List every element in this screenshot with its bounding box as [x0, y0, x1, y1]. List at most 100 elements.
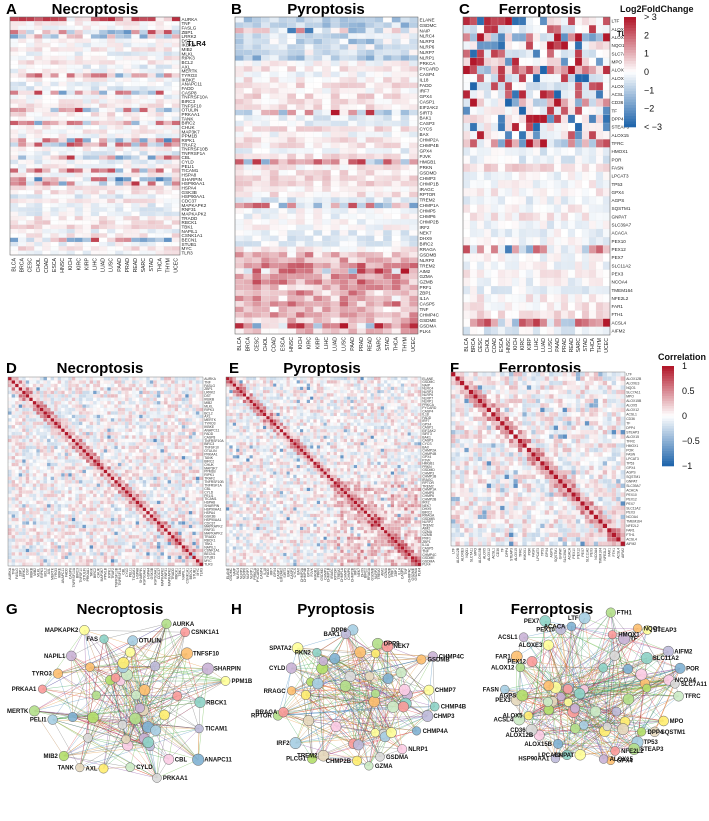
- heat-cell: [278, 290, 288, 296]
- heat-cell: [243, 262, 253, 269]
- heat-cell: [574, 33, 583, 42]
- corr-cell: [36, 394, 41, 398]
- heat-cell: [66, 181, 75, 186]
- corr-cell: [103, 459, 108, 464]
- heat-cell: [356, 109, 366, 116]
- heat-cell: [490, 318, 499, 327]
- corr-cell: [18, 462, 23, 467]
- heat-cell: [171, 73, 181, 78]
- heat-cell: [374, 230, 384, 236]
- heat-cell: [553, 277, 562, 287]
- heat-cell: [269, 186, 279, 193]
- heat-cell: [147, 68, 156, 74]
- corr-cell: [195, 394, 200, 398]
- corr-cell: [75, 428, 80, 433]
- heat-cell: [90, 107, 100, 113]
- heat-cell: [574, 147, 583, 156]
- heat-cell: [348, 16, 358, 23]
- corr-cell: [149, 383, 154, 388]
- heat-cell: [295, 322, 305, 329]
- heat-cell: [74, 90, 83, 96]
- heat-cell: [588, 131, 597, 140]
- heat-cell: [400, 93, 410, 100]
- heat-cell: [90, 90, 100, 96]
- heat-cell: [107, 151, 116, 156]
- corr-cell: [121, 431, 126, 436]
- heat-cell: [511, 147, 520, 156]
- corr-cell: [57, 438, 62, 443]
- heat-cell: [261, 241, 270, 247]
- heat-cell: [511, 212, 520, 221]
- corr-cell: [171, 407, 175, 412]
- heat-cell: [588, 90, 597, 99]
- legend-swatch: [624, 55, 636, 59]
- corr-cell: [25, 431, 30, 436]
- heat-cell: [602, 237, 611, 246]
- corr-cell: [50, 394, 55, 398]
- heat-cell: [147, 129, 156, 134]
- heat-cell: [383, 71, 392, 78]
- heat-cell: [339, 273, 349, 280]
- corr-cell: [114, 431, 119, 436]
- heat-cell: [163, 25, 173, 31]
- corr-cell: [54, 383, 58, 388]
- corr-cell: [64, 421, 69, 426]
- heat-cell: [348, 126, 358, 132]
- heat-cell: [171, 120, 181, 126]
- row-label: TICAM1: [182, 168, 199, 173]
- heat-cell: [163, 125, 173, 130]
- corr-cell: [188, 414, 193, 419]
- corr-cell: [121, 425, 126, 429]
- corr-cell: [135, 404, 140, 409]
- heat-cell: [163, 185, 173, 191]
- corr-cell: [103, 455, 108, 460]
- corr-cell: [78, 411, 83, 415]
- heat-cell: [66, 38, 75, 44]
- heat-cell: [348, 49, 358, 56]
- corr-cell: [25, 394, 30, 398]
- heat-cell: [462, 228, 471, 238]
- heat-cell: [252, 126, 262, 132]
- heat-cell: [313, 82, 323, 89]
- heat-cell: [287, 202, 297, 209]
- heat-cell: [66, 233, 75, 238]
- heat-cell: [330, 164, 340, 171]
- heat-cell: [476, 180, 485, 189]
- row-label: CSNK1A1: [182, 233, 203, 238]
- corr-cell: [167, 442, 172, 446]
- corr-cell: [163, 438, 168, 443]
- heat-cell: [483, 131, 492, 140]
- heat-cell: [574, 310, 583, 319]
- heat-cell: [50, 90, 59, 96]
- heat-cell: [34, 86, 43, 91]
- heat-cell: [261, 290, 270, 296]
- corr-cell: [114, 394, 119, 398]
- corr-cell: [171, 390, 175, 395]
- corr-cell: [192, 442, 197, 446]
- corr-cell: [96, 387, 101, 391]
- heat-cell: [139, 172, 148, 178]
- corr-row-label: MIB2: [204, 401, 212, 405]
- heat-cell: [42, 21, 51, 26]
- heat-cell: [483, 228, 492, 238]
- heat-cell: [365, 66, 375, 72]
- heat-cell: [490, 163, 499, 173]
- corr-cell: [199, 466, 204, 470]
- corr-cell: [160, 418, 165, 422]
- heat-cell: [532, 57, 541, 67]
- heat-cell: [330, 120, 340, 127]
- corr-cell: [64, 380, 69, 384]
- heat-cell: [504, 122, 513, 132]
- corr-cell: [61, 376, 65, 381]
- heat-cell: [304, 137, 314, 143]
- heat-cell: [98, 55, 108, 61]
- corr-cell: [85, 438, 90, 443]
- heat-cell: [511, 277, 520, 287]
- heat-cell: [532, 180, 541, 189]
- heat-cell: [567, 286, 576, 295]
- heat-cell: [58, 25, 67, 31]
- heat-cell: [243, 186, 253, 193]
- corr-cell: [29, 418, 33, 422]
- corr-cell: [25, 452, 30, 457]
- row-label: HMOX1: [612, 149, 629, 154]
